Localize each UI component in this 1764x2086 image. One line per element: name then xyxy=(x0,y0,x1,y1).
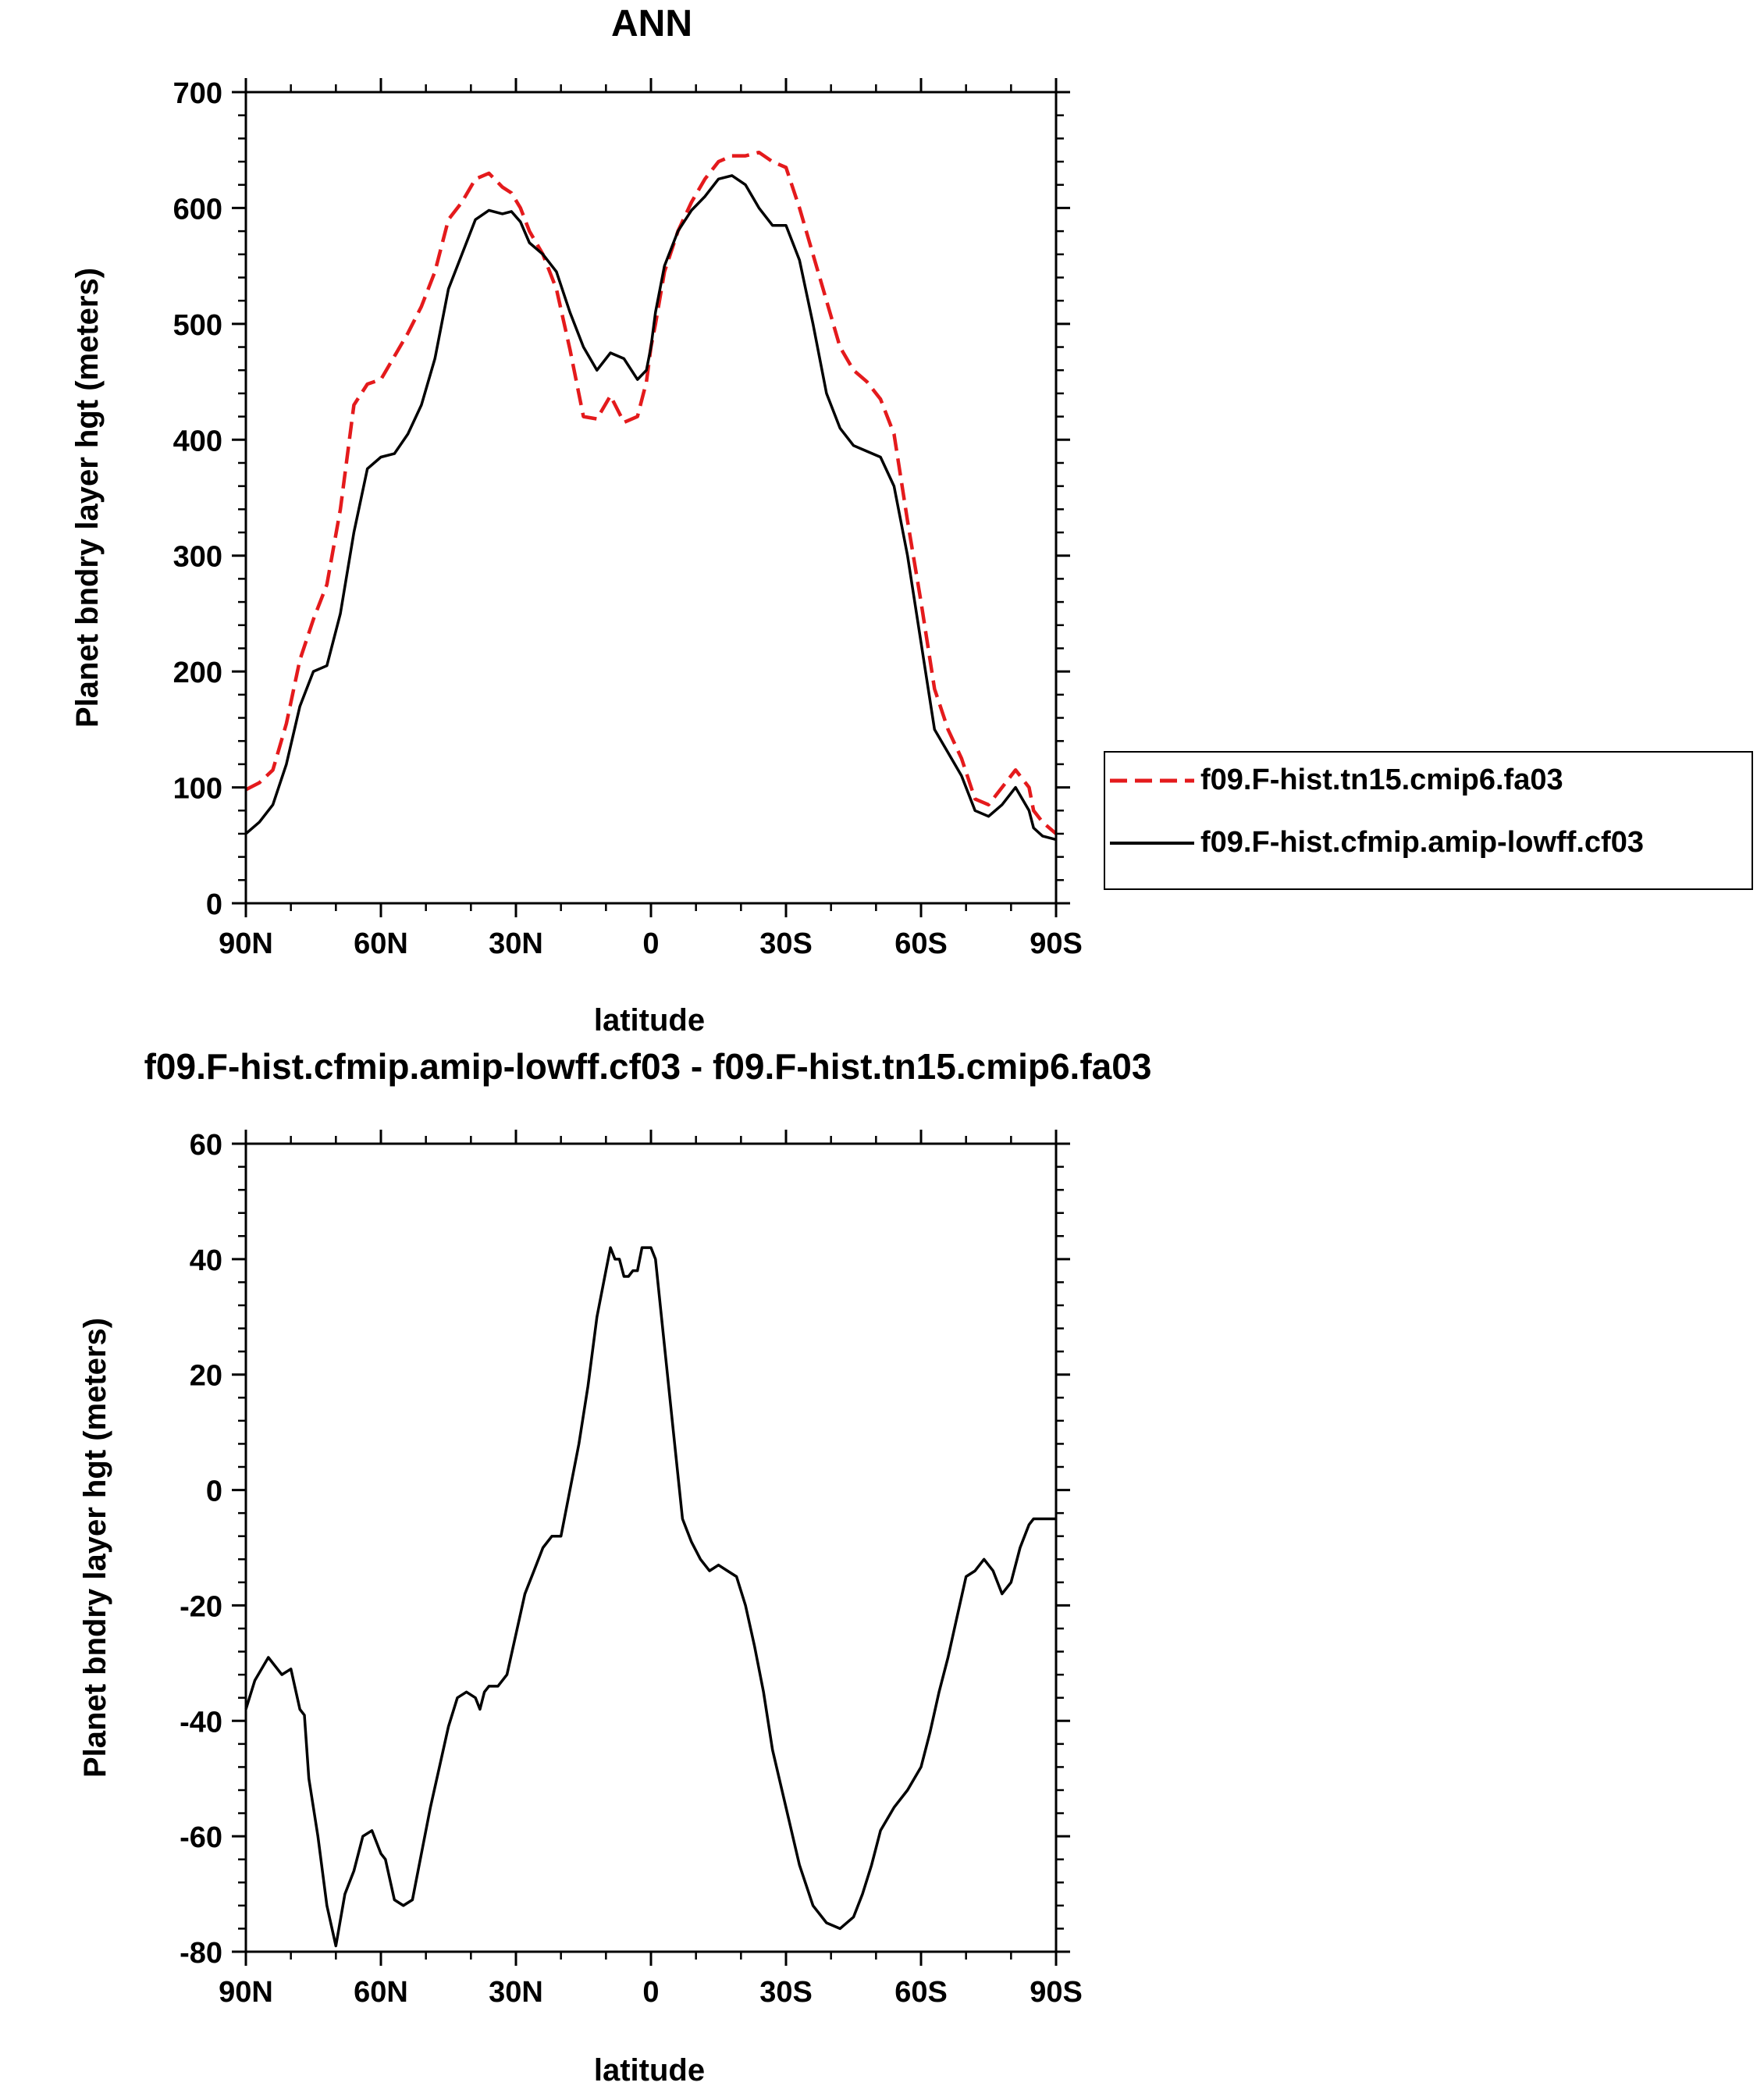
top-y-axis-label: Planet bndry layer hgt (meters) xyxy=(70,268,105,728)
y-tick-label: -80 xyxy=(180,1937,222,1970)
legend-swatch-solid-black xyxy=(1110,842,1194,845)
x-tick-label: 60N xyxy=(354,1976,408,2009)
x-tick-label: 0 xyxy=(642,927,659,960)
x-tick-label: 30S xyxy=(759,927,813,960)
x-tick-label: 0 xyxy=(642,1976,659,2009)
y-tick-label: 20 xyxy=(190,1360,222,1393)
y-tick-label: 60 xyxy=(190,1129,222,1162)
bottom-y-axis: -80 -60 -40 -20 0 20 40 60 xyxy=(180,1129,1070,1970)
y-tick-label: -40 xyxy=(180,1706,222,1739)
y-tick-label: 0 xyxy=(206,888,222,921)
y-tick-label: 500 xyxy=(173,309,222,342)
x-tick-label: 90N xyxy=(219,1976,273,2009)
bottom-series-lines xyxy=(244,1246,1056,1948)
x-tick-label: 60S xyxy=(894,1976,948,2009)
y-tick-label: 700 xyxy=(173,77,222,110)
y-tick-label: 200 xyxy=(173,657,222,689)
legend-swatch-dashed-red xyxy=(1110,778,1194,783)
legend-label: f09.F-hist.cfmip.amip-lowff.cf03 xyxy=(1200,826,1644,859)
x-tick-label: 30N xyxy=(489,1976,543,2009)
x-tick-label: 30N xyxy=(489,927,543,960)
x-tick-label: 30S xyxy=(759,1976,813,2009)
y-tick-label: 300 xyxy=(173,541,222,574)
top-chart-title: ANN xyxy=(611,3,692,44)
top-x-axis-label: latitude xyxy=(594,1003,705,1038)
y-tick-label: 400 xyxy=(173,425,222,457)
bottom-plot-frame xyxy=(244,1142,1058,1953)
y-tick-label: 0 xyxy=(206,1476,222,1508)
x-tick-label: 60S xyxy=(894,927,948,960)
bottom-x-axis: 90N 60N 30N 0 30S 60S 90S xyxy=(219,1130,1083,2009)
y-tick-label: -60 xyxy=(180,1821,222,1854)
x-tick-label: 90S xyxy=(1030,1976,1083,2009)
y-tick-label: 100 xyxy=(173,773,222,806)
y-tick-label: -20 xyxy=(180,1590,222,1623)
x-tick-label: 90S xyxy=(1030,927,1083,960)
series-line xyxy=(244,174,1057,842)
x-tick-label: 60N xyxy=(354,927,408,960)
x-tick-label: 90N xyxy=(219,927,273,960)
series-line xyxy=(244,1246,1056,1948)
top-y-axis: 0 100 200 300 400 500 600 700 xyxy=(173,77,1070,921)
y-tick-label: 600 xyxy=(173,193,222,226)
legend-label: f09.F-hist.tn15.cmip6.fa03 xyxy=(1200,764,1563,796)
bottom-x-axis-label: latitude xyxy=(594,2053,705,2086)
y-tick-label: 40 xyxy=(190,1244,222,1277)
legend-item: f09.F-hist.cfmip.amip-lowff.cf03 xyxy=(1105,821,1752,868)
bottom-y-axis-label: Planet bndry layer hgt (meters) xyxy=(78,1318,112,1778)
top-x-axis: 90N 60N 30N 0 30S 60S 90S xyxy=(219,78,1083,960)
bottom-panel: f09.F-hist.cfmip.amip-lowff.cf03 - f09.F… xyxy=(78,1046,1151,2086)
legend-item: f09.F-hist.tn15.cmip6.fa03 xyxy=(1105,759,1752,806)
top-plot-frame xyxy=(244,91,1058,905)
top-series-lines xyxy=(244,150,1058,842)
bottom-chart-title: f09.F-hist.cfmip.amip-lowff.cf03 - f09.F… xyxy=(144,1046,1152,1087)
top-panel: ANN 0 100 200 300 400 500 600 700 90N 60N 30N 0 30S… xyxy=(70,3,1083,1038)
legend: f09.F-hist.tn15.cmip6.fa03 f09.F-hist.cf… xyxy=(1104,751,1753,890)
